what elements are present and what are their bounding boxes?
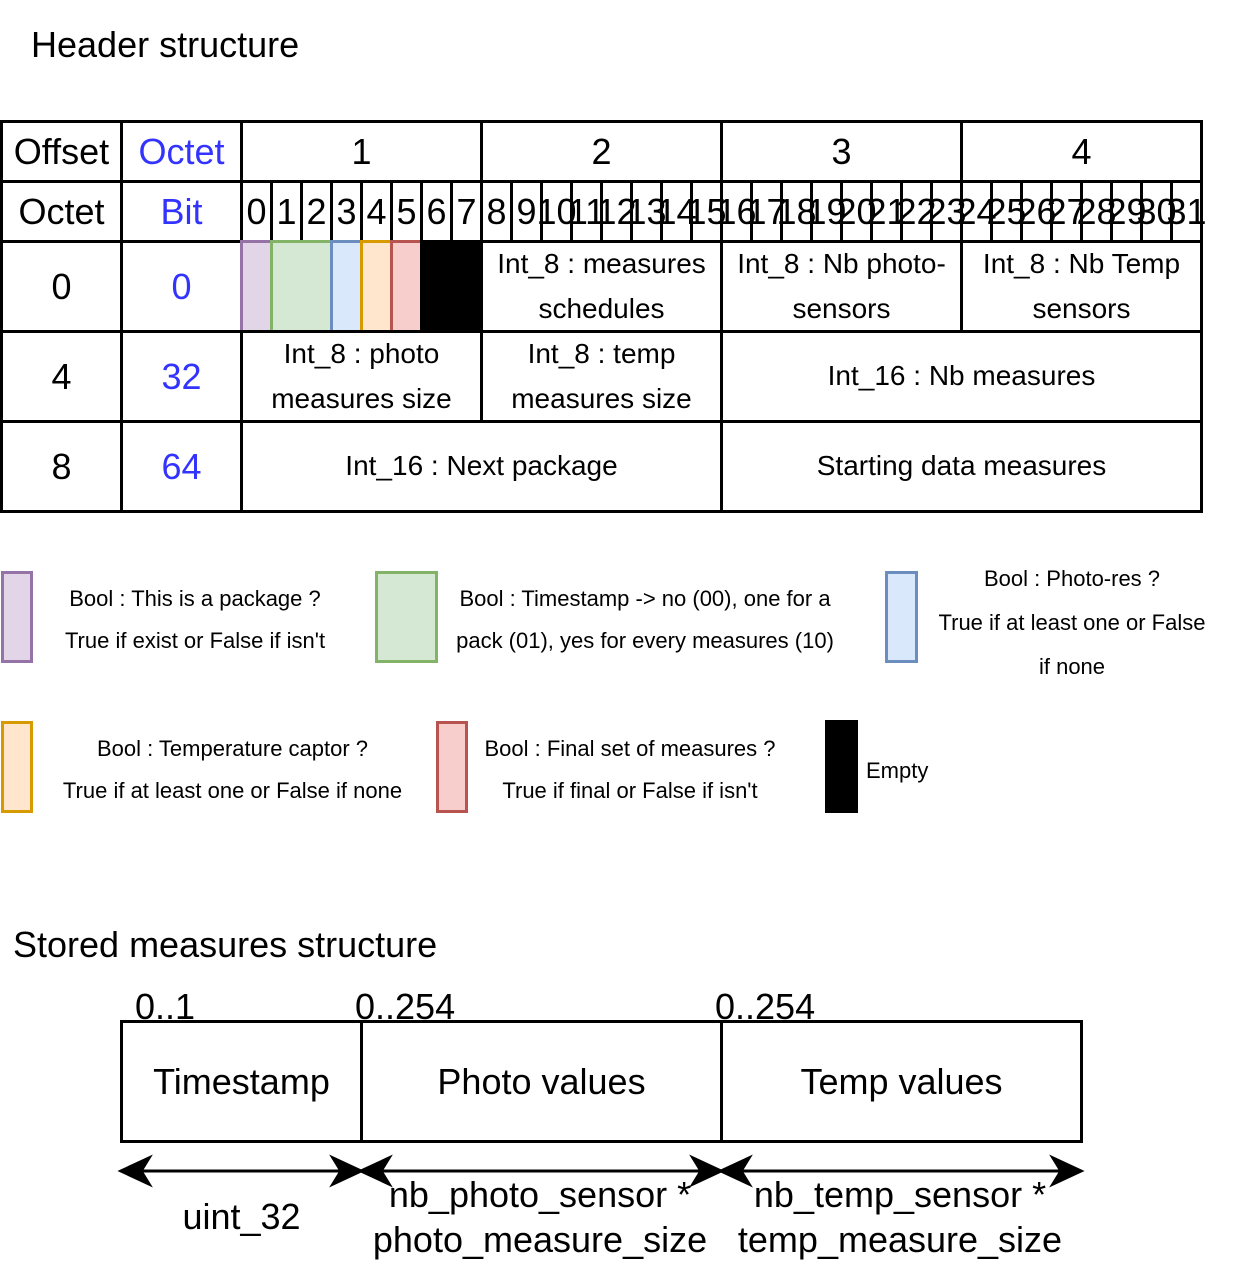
- size-timestamp: uint_32: [182, 1196, 301, 1237]
- bit-cell: 8: [480, 180, 513, 243]
- arrow-timestamp-size: [117, 1154, 365, 1188]
- bit-cell: 6: [420, 180, 453, 243]
- legend-swatch-photo: [885, 571, 918, 663]
- flag-temp: [360, 240, 393, 333]
- octet-3: 3: [720, 120, 963, 183]
- row-label-bit: Bit: [120, 180, 243, 243]
- legend-swatch-empty: [825, 720, 858, 813]
- header-structure-title: Header structure: [31, 24, 300, 65]
- flag-package: [240, 240, 273, 333]
- legend-swatch-package: [1, 571, 33, 663]
- octet-1: 1: [240, 120, 483, 183]
- flag-timestamp: [270, 240, 333, 333]
- row-8-bit: 64: [120, 420, 243, 513]
- bit-cell: 30: [1136, 180, 1177, 243]
- legend-timestamp: Bool : Timestamp -> no (00), one for a pa…: [456, 586, 834, 653]
- size-arrows: [117, 1154, 1085, 1188]
- field-temp-measures-size: Int_8 : temp measures size: [480, 330, 723, 423]
- octet-4: 4: [960, 120, 1203, 183]
- octet-2: 2: [480, 120, 723, 183]
- flag-final: [390, 240, 423, 333]
- legend-swatch-final: [436, 721, 468, 813]
- stored-measures-title: Stored measures structure: [13, 924, 438, 965]
- corner-offset: Offset: [0, 120, 123, 183]
- legend-empty: Empty: [866, 758, 929, 783]
- legend-swatch-timestamp: [375, 571, 438, 663]
- size-temp: nb_temp_sensor * temp_measure_size: [737, 1174, 1063, 1260]
- bit-cell: 3: [330, 180, 363, 243]
- row-4-octet: 4: [0, 330, 123, 423]
- legend-temp: Bool : Temperature captor ? True if at le…: [62, 736, 403, 803]
- field-measures-schedules: Int_8 : measures schedules: [480, 240, 723, 333]
- bit-cell: 31: [1166, 180, 1207, 243]
- bit-cell: 2: [300, 180, 333, 243]
- row-label-octet: Octet: [0, 180, 123, 243]
- size-photo: nb_photo_sensor * photo_measure_size: [372, 1174, 708, 1260]
- bit-cell: 1: [270, 180, 303, 243]
- field-nb-photo-sensors: Int_8 : Nb photo-sensors: [720, 240, 963, 333]
- legend-photo: Bool : Photo-res ? True if at least one o…: [938, 566, 1206, 679]
- field-nb-measures: Int_16 : Nb measures: [720, 330, 1203, 423]
- bit-cell: 7: [450, 180, 483, 243]
- arrow-temp-size: [717, 1154, 1085, 1188]
- bit-cell: 5: [390, 180, 423, 243]
- timestamp-block: Timestamp: [120, 1020, 363, 1143]
- photo-values-block: Photo values: [360, 1020, 723, 1143]
- field-next-package: Int_16 : Next package: [240, 420, 723, 513]
- corner-octet: Octet: [120, 120, 243, 183]
- row-0-bit: 0: [120, 240, 243, 333]
- field-starting-data: Starting data measures: [720, 420, 1203, 513]
- bit-cell: 4: [360, 180, 393, 243]
- legend-swatch-temp: [1, 721, 33, 813]
- flag-photo: [330, 240, 363, 333]
- flag-empty: [420, 240, 483, 333]
- legend-package: Bool : This is a package ? True if exist …: [64, 586, 326, 653]
- temp-values-block: Temp values: [720, 1020, 1083, 1143]
- field-nb-temp-sensors: Int_8 : Nb Temp sensors: [960, 240, 1203, 333]
- bit-cell: 0: [240, 180, 273, 243]
- bit-cell: 24: [956, 180, 997, 243]
- row-0-octet: 0: [0, 240, 123, 333]
- field-photo-measures-size: Int_8 : photo measures size: [240, 330, 483, 423]
- row-8-octet: 8: [0, 420, 123, 513]
- legend-final: Bool : Final set of measures ? True if fi…: [484, 736, 776, 803]
- row-4-bit: 32: [120, 330, 243, 423]
- arrow-photo-size: [357, 1154, 725, 1188]
